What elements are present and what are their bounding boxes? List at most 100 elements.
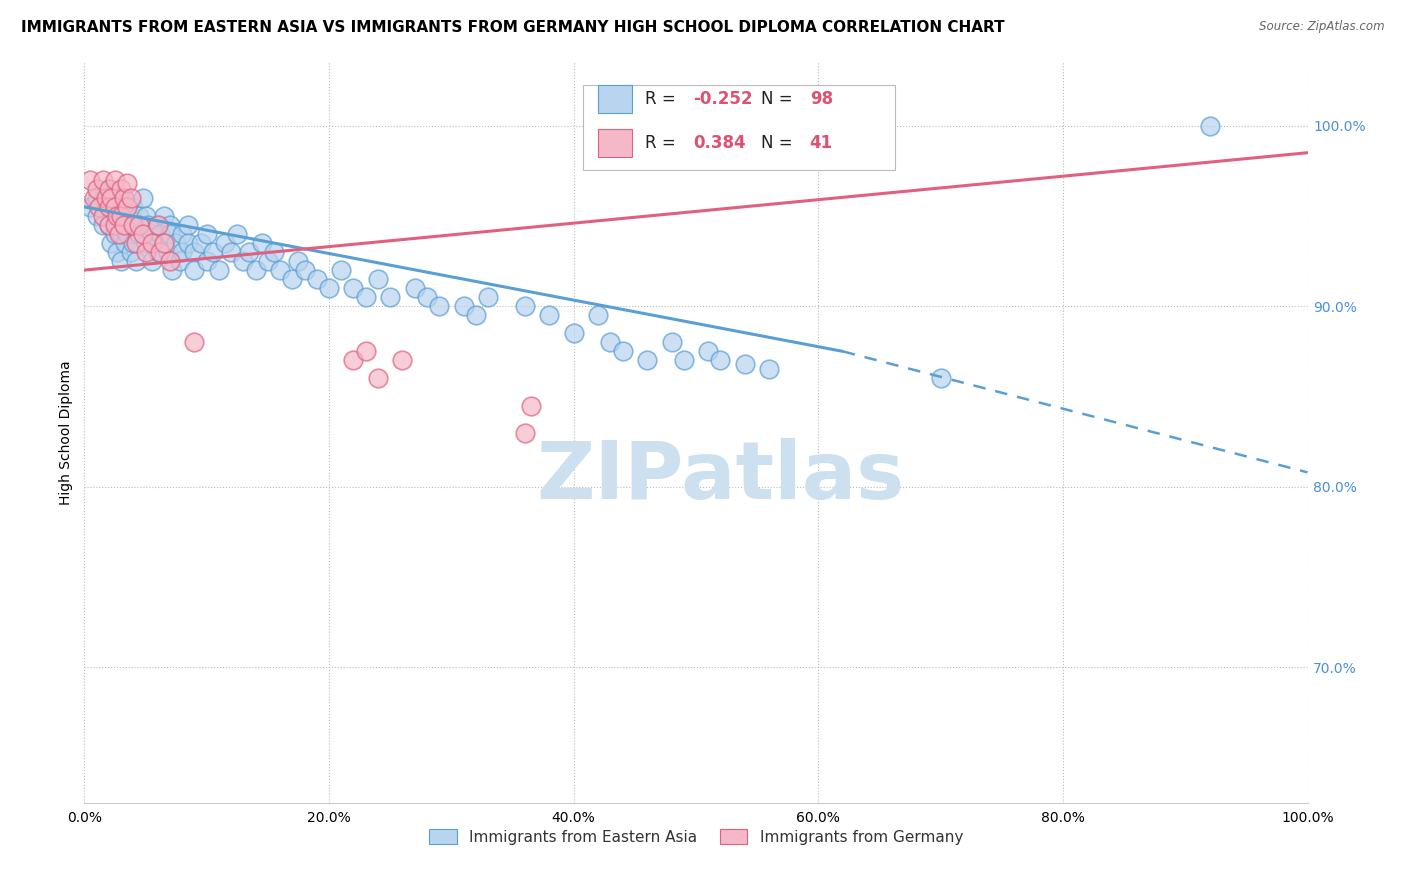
- Point: [661, 335, 683, 350]
- Point: [183, 263, 205, 277]
- Point: [367, 272, 389, 286]
- Point: [135, 209, 157, 223]
- Point: [172, 245, 194, 260]
- Point: [112, 191, 135, 205]
- Point: [132, 191, 155, 205]
- Point: [538, 308, 561, 322]
- Point: [107, 227, 129, 241]
- Point: [153, 235, 176, 250]
- Text: -0.252: -0.252: [693, 90, 754, 108]
- Bar: [598, 85, 633, 112]
- Text: 41: 41: [810, 134, 832, 153]
- Point: [141, 235, 163, 250]
- Point: [97, 218, 120, 232]
- Point: [269, 263, 291, 277]
- Point: [87, 200, 110, 214]
- Point: [153, 235, 176, 250]
- Point: [172, 227, 194, 241]
- Point: [141, 254, 163, 268]
- Point: [146, 218, 169, 232]
- Point: [165, 235, 187, 250]
- Point: [281, 272, 304, 286]
- Point: [100, 235, 122, 250]
- Point: [929, 371, 952, 385]
- Point: [238, 245, 260, 260]
- Point: [122, 200, 145, 214]
- Point: [96, 191, 118, 205]
- Point: [104, 191, 127, 205]
- Point: [183, 335, 205, 350]
- Point: [294, 263, 316, 277]
- Text: 0.384: 0.384: [693, 134, 747, 153]
- Point: [513, 425, 536, 440]
- Point: [245, 263, 267, 277]
- Point: [391, 353, 413, 368]
- Text: 98: 98: [810, 90, 832, 108]
- Point: [91, 191, 114, 205]
- Point: [513, 299, 536, 313]
- Point: [153, 209, 176, 223]
- Point: [115, 209, 138, 223]
- Point: [146, 218, 169, 232]
- Point: [380, 290, 402, 304]
- Point: [112, 191, 135, 205]
- Point: [97, 182, 120, 196]
- Point: [125, 254, 148, 268]
- Point: [122, 235, 145, 250]
- Point: [79, 200, 101, 214]
- Bar: [583, 85, 896, 169]
- Point: [112, 218, 135, 232]
- Point: [427, 299, 450, 313]
- Point: [128, 209, 150, 223]
- Point: [107, 218, 129, 232]
- Point: [97, 218, 120, 232]
- Point: [100, 191, 122, 205]
- Point: [105, 209, 128, 223]
- Point: [79, 173, 101, 187]
- Bar: [598, 129, 633, 157]
- Legend: Immigrants from Eastern Asia, Immigrants from Germany: Immigrants from Eastern Asia, Immigrants…: [423, 822, 969, 851]
- Point: [287, 254, 309, 268]
- Point: [115, 177, 138, 191]
- Text: IMMIGRANTS FROM EASTERN ASIA VS IMMIGRANTS FROM GERMANY HIGH SCHOOL DIPLOMA CORR: IMMIGRANTS FROM EASTERN ASIA VS IMMIGRAN…: [21, 20, 1005, 35]
- Text: ZIPatlas: ZIPatlas: [536, 438, 904, 516]
- Point: [1198, 119, 1220, 133]
- Point: [149, 245, 172, 260]
- Point: [177, 235, 200, 250]
- Point: [86, 209, 108, 223]
- Point: [86, 182, 108, 196]
- Point: [612, 344, 634, 359]
- Point: [146, 245, 169, 260]
- Point: [208, 263, 231, 277]
- Point: [110, 182, 132, 196]
- Point: [143, 235, 166, 250]
- Text: R =: R =: [644, 134, 681, 153]
- Point: [342, 353, 364, 368]
- Point: [305, 272, 328, 286]
- Point: [586, 308, 609, 322]
- Point: [263, 245, 285, 260]
- Point: [128, 218, 150, 232]
- Point: [156, 245, 179, 260]
- Point: [226, 227, 249, 241]
- Point: [120, 245, 142, 260]
- Point: [257, 254, 280, 268]
- Point: [169, 254, 191, 268]
- Point: [104, 200, 127, 214]
- Point: [250, 235, 273, 250]
- Point: [672, 353, 695, 368]
- Text: N =: N =: [761, 134, 797, 153]
- Point: [477, 290, 499, 304]
- Point: [105, 245, 128, 260]
- Point: [758, 362, 780, 376]
- Point: [367, 371, 389, 385]
- Point: [177, 218, 200, 232]
- Point: [128, 227, 150, 241]
- Point: [104, 227, 127, 241]
- Point: [354, 290, 377, 304]
- Point: [122, 218, 145, 232]
- Point: [709, 353, 731, 368]
- Point: [104, 209, 127, 223]
- Point: [125, 235, 148, 250]
- Point: [110, 227, 132, 241]
